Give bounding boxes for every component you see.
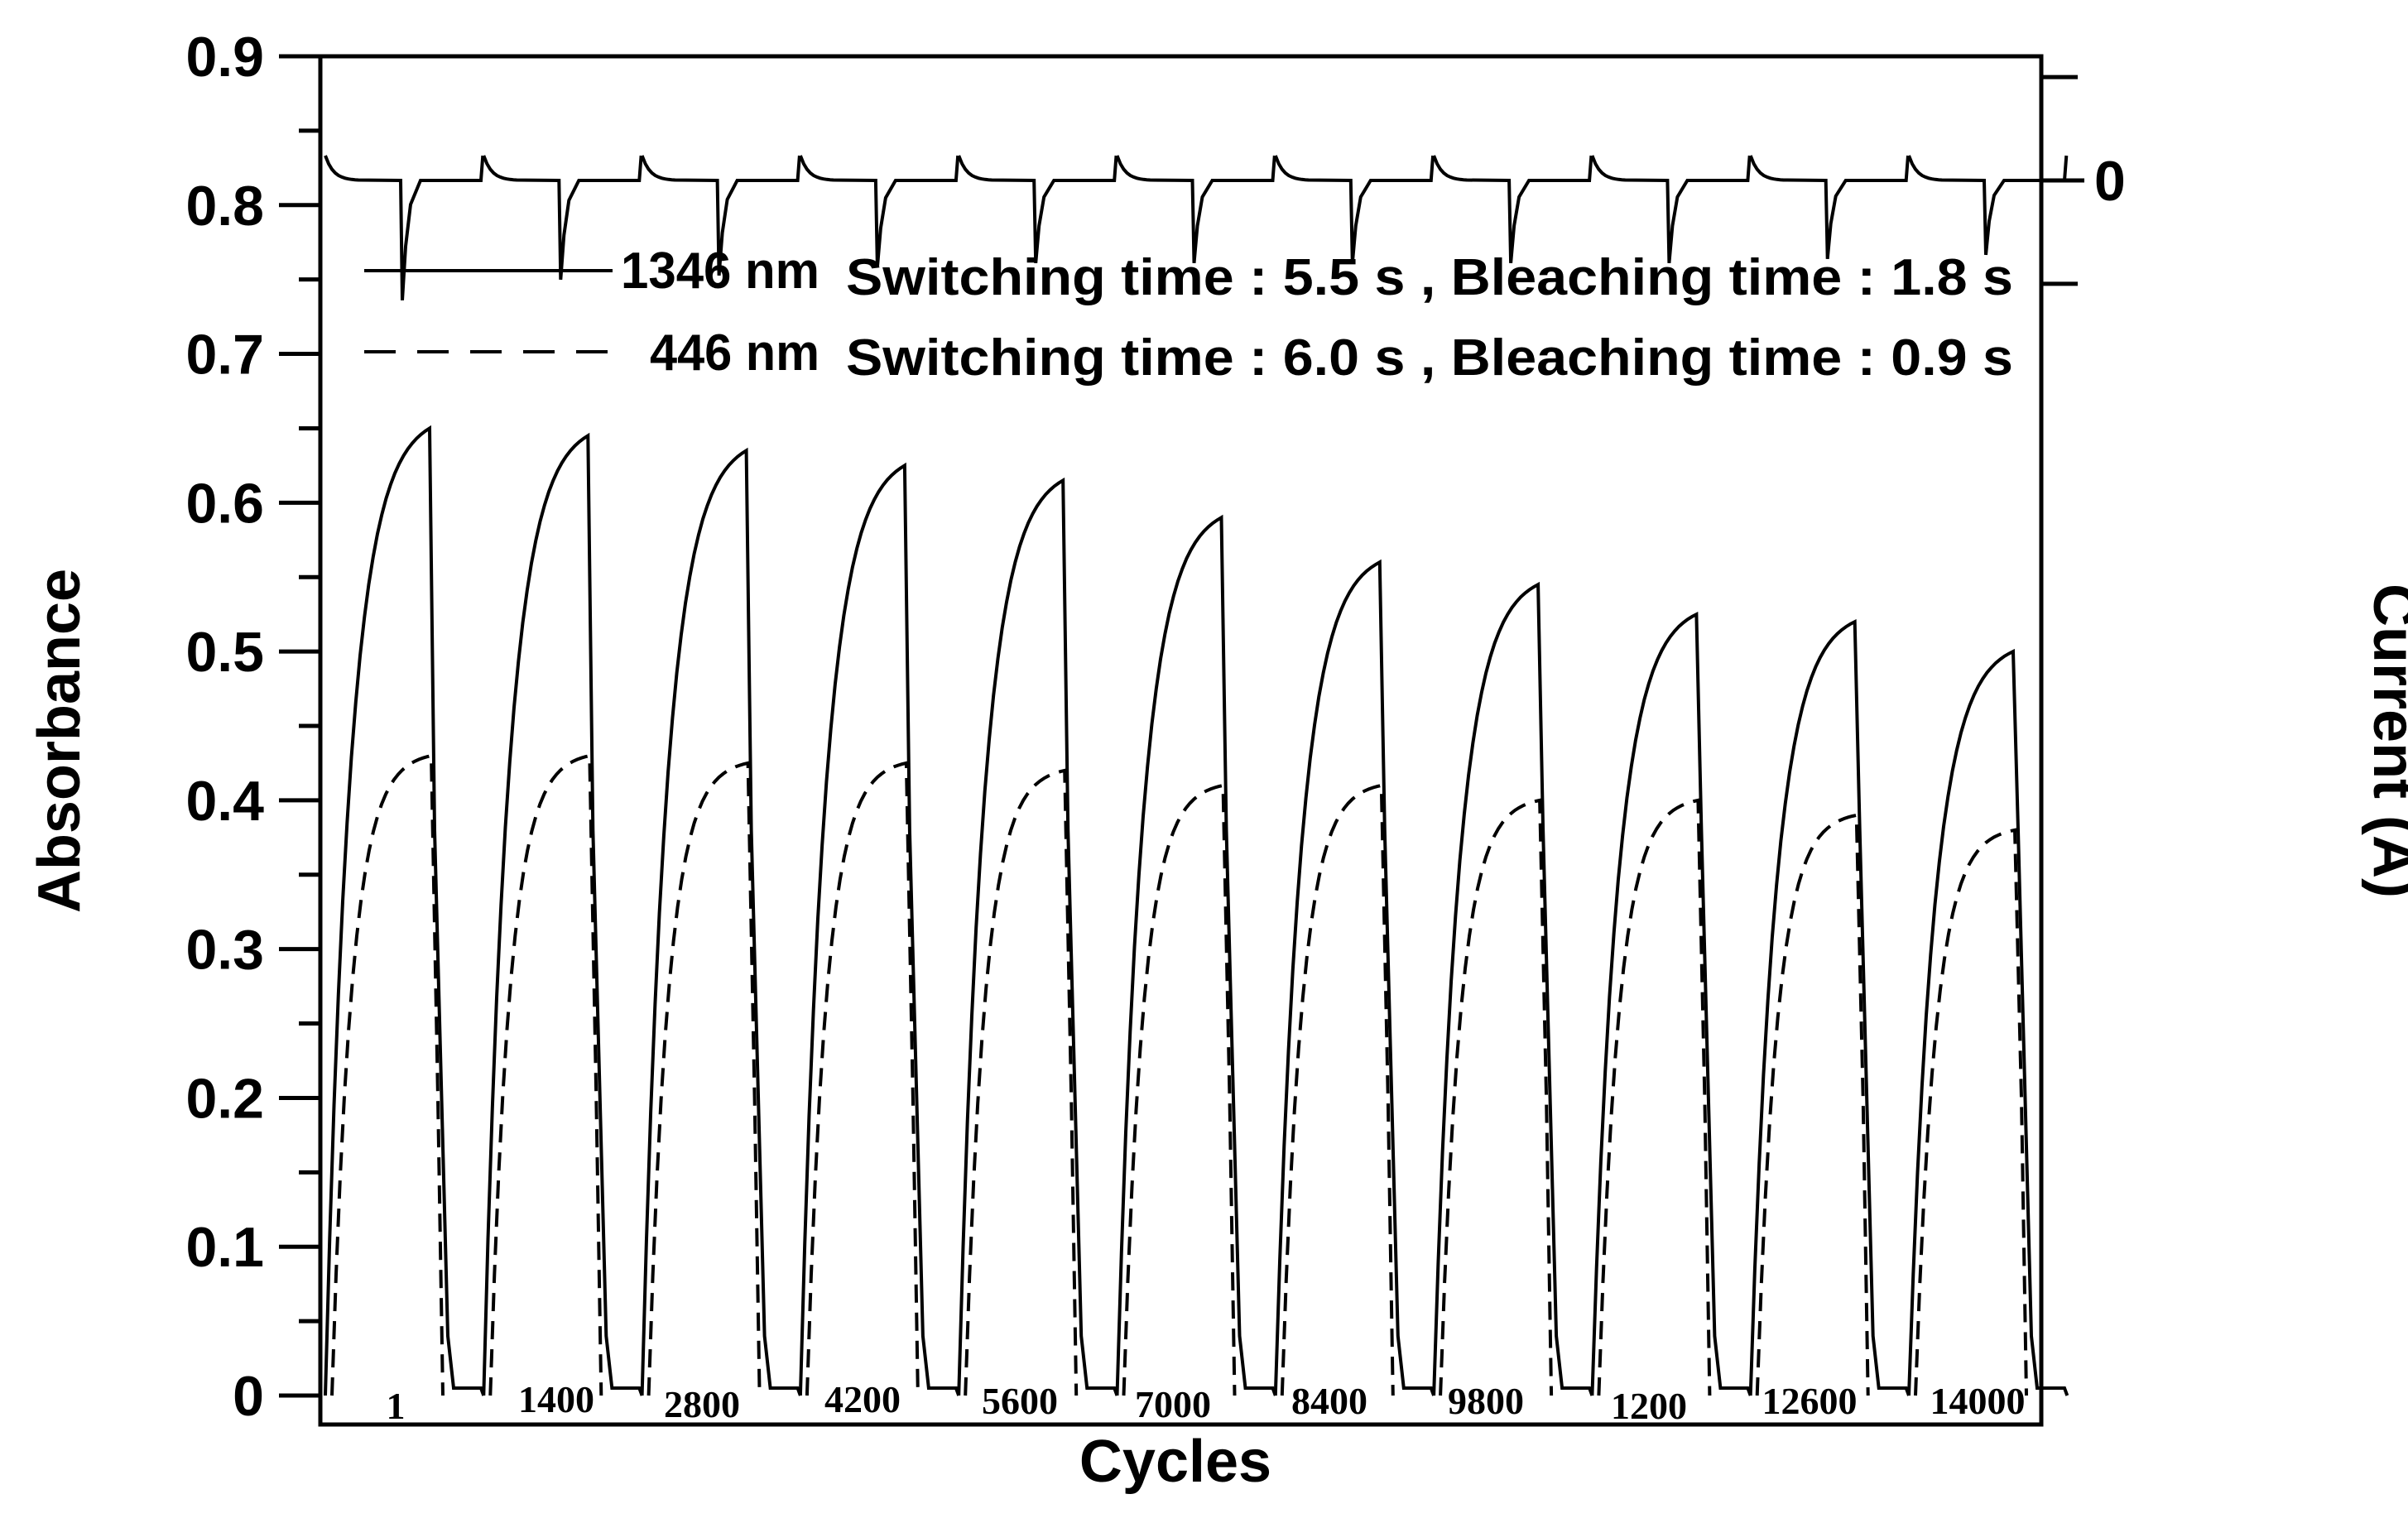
absorbance-446nm-cycle [964, 768, 1079, 1396]
y2-axis-ticks: 0−0.01−0.02−0.03−0.04−0.05−0.06 [2041, 0, 2237, 286]
absorbance-446nm-cycle [805, 761, 920, 1396]
current-cycle [1748, 155, 1910, 260]
cycle-labels: 1 1400 2800 4200 5600 7000 8400 9800 1200 12600 14… [387, 1378, 2026, 1427]
legend-wavelength-1: 1346 nm [621, 243, 819, 300]
y-tick-label: 0.1 [185, 1216, 264, 1279]
legend-text-1: Switching time : 5.5 s , Bleaching time … [846, 249, 2013, 306]
y-tick-label: 0.3 [185, 919, 264, 982]
absorbance-1346nm-cycle [1590, 611, 1752, 1396]
absorbance-446nm-cycle [1439, 798, 1554, 1396]
absorbance-1346nm-cycle [1273, 559, 1435, 1396]
cycle-label: 12600 [1762, 1380, 1858, 1422]
current-cycle [1432, 155, 1593, 264]
cycle-label: 14000 [1930, 1380, 2026, 1422]
cycle-label: 1200 [1611, 1385, 1687, 1427]
absorbance-1346nm-cycle [957, 477, 1119, 1396]
current-cycle [1273, 155, 1435, 264]
y-tick-label: 0.9 [185, 26, 264, 89]
current-cycle [1907, 155, 2069, 256]
absorbance-1346nm-cycle [324, 425, 486, 1396]
y-tick-label: 0.7 [185, 324, 264, 387]
legend: 1346 nm Switching time : 5.5 s , Bleachi… [364, 243, 2013, 387]
absorbance-1346nm-cycle [1748, 618, 1911, 1396]
cycle-label: 1 [387, 1385, 406, 1427]
plot-frame [318, 54, 2044, 1427]
x-axis-title: Cycles [1079, 1429, 1271, 1495]
absorbance-446nm-cycle [1280, 783, 1395, 1396]
absorbance-446nm-cycle [330, 753, 445, 1396]
current-cycle [1590, 155, 1752, 264]
absorbance-1346nm-cycle [640, 447, 802, 1396]
cycle-label: 1400 [518, 1378, 594, 1420]
y-axis-title: Absorbance [26, 569, 93, 913]
absorbance-1346nm-cycle [482, 432, 644, 1396]
absorbance-1346nm-cycle [798, 462, 961, 1396]
current-cycle [640, 155, 801, 276]
legend-text-2: Switching time : 6.0 s , Bleaching time … [846, 329, 2013, 387]
absorbance-446nm-cycle [1914, 828, 2028, 1396]
y-tick-label: 0.5 [185, 621, 264, 684]
absorbance-1346nm-cycle [1907, 648, 2069, 1396]
absorbance-446nm-cycle [646, 761, 762, 1396]
current-cycle [1115, 155, 1276, 264]
y-tick-label: 0.2 [185, 1067, 264, 1130]
y2-axis-title: Current (A) [2361, 584, 2408, 898]
y2-tick-label: 0 [2094, 150, 2126, 213]
cycle-label: 5600 [982, 1380, 1058, 1422]
cycle-label: 9800 [1448, 1380, 1524, 1422]
y-tick-label: 0.8 [185, 175, 264, 238]
cycle-label: 7000 [1135, 1383, 1211, 1425]
absorbance-446nm-cycle [488, 753, 603, 1396]
series-layer [324, 155, 2069, 1396]
cycle-label: 2800 [664, 1383, 740, 1425]
absorbance-1346nm-cycle [1115, 514, 1277, 1396]
y2-tick-label: −0.01 [2094, 0, 2237, 6]
y-tick-label: 0.6 [185, 472, 264, 535]
y-tick-label: 0 [233, 1365, 264, 1428]
cycle-label: 4200 [824, 1378, 901, 1420]
absorbance-446nm-cycle [1597, 798, 1712, 1396]
cycle-label: 8400 [1291, 1380, 1367, 1422]
legend-wavelength-2: 446 nm [650, 324, 819, 382]
current-cycle [324, 155, 485, 300]
y-axis-ticks: 0 0.1 0.2 0.3 0.4 0.5 0.6 0.7 0.8 0.9 [185, 26, 320, 1428]
absorbance-446nm-cycle [1755, 813, 1870, 1396]
current-cycle [957, 155, 1118, 264]
absorbance-1346nm-cycle [1432, 581, 1594, 1396]
current-cycle [482, 155, 643, 280]
y-tick-label: 0.4 [185, 770, 264, 833]
current-cycle [799, 155, 960, 268]
absorbance-446nm-cycle [1122, 783, 1237, 1396]
